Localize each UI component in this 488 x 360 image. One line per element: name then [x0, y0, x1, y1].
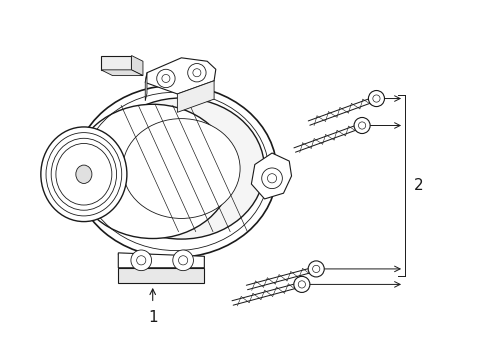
Polygon shape [101, 70, 142, 76]
Ellipse shape [98, 98, 264, 239]
Circle shape [307, 261, 324, 277]
Ellipse shape [122, 118, 240, 219]
Circle shape [261, 168, 282, 189]
Text: 2: 2 [413, 178, 423, 193]
Polygon shape [118, 268, 204, 283]
Polygon shape [355, 120, 367, 131]
Circle shape [172, 250, 193, 271]
Polygon shape [131, 55, 142, 76]
Circle shape [353, 117, 369, 134]
Ellipse shape [74, 104, 231, 239]
Polygon shape [310, 263, 322, 275]
Polygon shape [251, 153, 291, 199]
Polygon shape [118, 253, 204, 268]
Polygon shape [177, 81, 214, 112]
Polygon shape [145, 58, 215, 94]
Circle shape [367, 90, 384, 107]
Polygon shape [295, 279, 307, 290]
Ellipse shape [76, 165, 92, 184]
Circle shape [293, 276, 309, 292]
Circle shape [131, 250, 151, 271]
Circle shape [157, 69, 175, 87]
Text: 1: 1 [147, 310, 157, 325]
Polygon shape [101, 55, 131, 70]
Polygon shape [370, 93, 382, 104]
Polygon shape [145, 73, 147, 101]
Circle shape [187, 64, 205, 82]
Ellipse shape [41, 127, 127, 222]
